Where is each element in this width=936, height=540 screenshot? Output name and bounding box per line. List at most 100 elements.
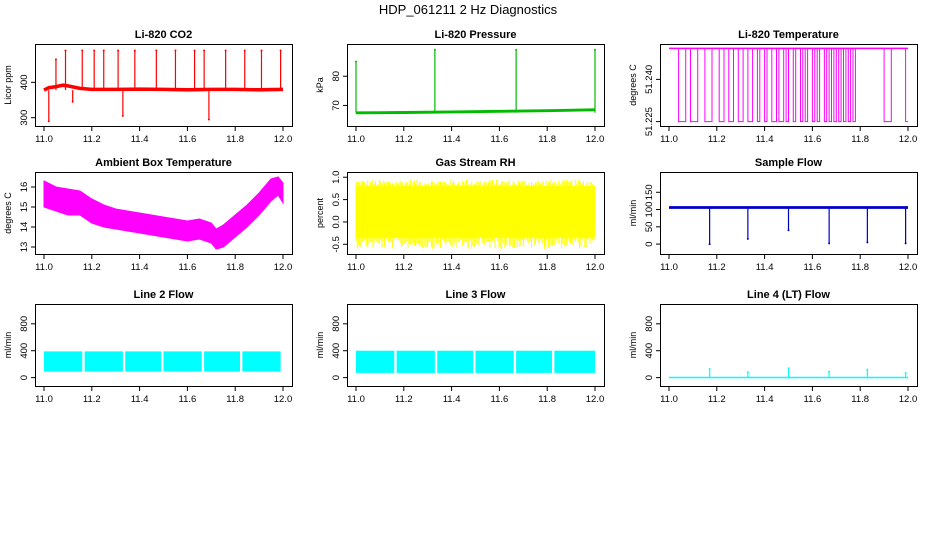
spike-point [708,243,711,246]
y-axis-label: ml/min [628,200,638,227]
x-tick-label: 11.6 [804,262,822,273]
x-tick-label: 12.0 [586,394,605,405]
x-tick-label: 11.2 [83,134,101,145]
y-tick-label: 0 [644,241,655,246]
plot-frame [35,172,293,255]
series-rh [355,179,595,249]
y-axis-label: ml/min [315,332,325,359]
y-tick-label: 15 [19,202,30,213]
y-tick-label: 400 [19,343,30,359]
y-tick-label: 14 [19,222,30,233]
y-tick-label: -0.5 [331,236,342,252]
y-tick-label: 80 [331,71,342,82]
series-pressure [355,48,596,115]
spike-point [81,49,84,52]
series-line [356,108,595,115]
flow-block [475,350,514,373]
panel-title: Li-820 Pressure [435,29,517,41]
x-tick-label: 12.0 [274,262,293,273]
spike-point [746,237,749,240]
panel-line3: Line 3 Flow ml/min 11.0 11.2 11.4 11.6 11.8 12.… [315,289,605,405]
flow-block [163,351,202,372]
panel-title: Line 3 Flow [446,289,506,301]
spike-point [121,114,124,117]
x-tick-label: 11.2 [708,394,726,405]
x-tick-label: 11.4 [756,134,774,145]
x-tick-label: 11.4 [443,134,461,145]
spike-point [133,49,136,52]
spike-point [787,229,790,232]
series-line4 [669,367,908,379]
panel-title: Ambient Box Temperature [95,157,232,169]
spike-point [207,118,210,121]
x-tick-label: 11.8 [538,262,556,273]
x-tick-label: 12.0 [586,134,605,145]
x-tick-label: 11.6 [179,134,197,145]
y-tick-label: 0.0 [331,215,342,228]
x-tick-label: 11.2 [708,134,726,145]
spike-point [64,49,67,52]
spike-point [102,49,105,52]
x-tick-label: 12.0 [899,134,918,145]
x-tick-label: 11.4 [756,262,774,273]
y-axis-label: Licor ppm [3,65,13,105]
spike-point [47,120,50,123]
flow-block [437,350,474,373]
panel-title: Line 4 (LT) Flow [747,289,830,301]
spike-point [515,48,518,51]
panel-ambient-temp: Ambient Box Temperature degrees C 11.0 11.2… [3,157,293,273]
spike-point [243,49,246,52]
x-tick-label: 11.4 [443,394,461,405]
x-tick-label: 11.8 [226,134,244,145]
y-tick-label: 70 [331,100,342,111]
spike-point [828,370,831,373]
spike-point [71,100,74,103]
y-tick-label: 50 [644,222,655,233]
spike-point [866,241,869,244]
x-tick-label: 11.2 [83,262,101,273]
x-tick-label: 11.0 [660,394,678,405]
x-tick-label: 11.8 [538,394,556,405]
x-tick-label: 11.8 [226,262,244,273]
x-tick-label: 11.0 [347,262,365,273]
y-tick-label: 0 [331,375,342,380]
flow-block [242,351,281,372]
panel-title: Sample Flow [755,157,823,169]
plot-frame [347,172,605,255]
spike-point [117,49,120,52]
y-tick-label: 400 [19,74,30,90]
y-axis-label: degrees C [628,64,638,106]
spike-point [174,49,177,52]
y-tick-label: 0 [644,375,655,380]
y-axis-label: ml/min [3,332,13,359]
y-tick-label: 150 [644,184,655,200]
plot-frame [347,44,605,127]
x-tick-label: 11.2 [395,134,413,145]
x-tick-label: 11.4 [131,134,149,145]
flow-block [396,350,435,373]
x-tick-label: 11.2 [83,394,101,405]
panel-line4: Line 4 (LT) Flow ml/min 11.0 11.2 11.4 11.6 11… [628,289,918,405]
spike-point [594,48,596,51]
spike-point [155,49,158,52]
x-tick-label: 11.8 [538,134,556,145]
spike-point [828,242,831,245]
x-tick-label: 11.2 [708,262,726,273]
plot-frame [35,44,293,127]
panel-title: Li-820 Temperature [738,29,839,41]
series-sample-flow [669,206,908,246]
panel-title: Li-820 CO2 [135,29,192,41]
y-tick-label: 0 [19,375,30,380]
series-ambient-temp [43,176,284,250]
x-tick-label: 11.6 [804,134,822,145]
y-tick-label: 300 [19,110,30,126]
x-tick-label: 11.6 [491,134,509,145]
spike-point [433,48,436,51]
x-tick-label: 11.4 [756,394,774,405]
y-tick-label: 51.240 [644,65,655,94]
x-tick-label: 11.0 [347,134,365,145]
spike-point [904,242,907,245]
flow-block [204,351,240,372]
series-line2 [44,351,281,372]
series-licor-temp [668,47,909,123]
